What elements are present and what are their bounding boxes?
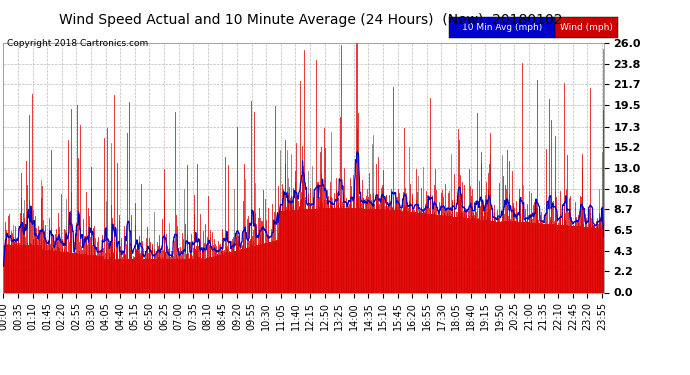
Text: Wind Speed Actual and 10 Minute Average (24 Hours)  (New)  20180102: Wind Speed Actual and 10 Minute Average … (59, 13, 562, 27)
Text: Wind (mph): Wind (mph) (560, 22, 613, 32)
Text: 10 Min Avg (mph): 10 Min Avg (mph) (462, 22, 542, 32)
Text: Copyright 2018 Cartronics.com: Copyright 2018 Cartronics.com (7, 39, 148, 48)
